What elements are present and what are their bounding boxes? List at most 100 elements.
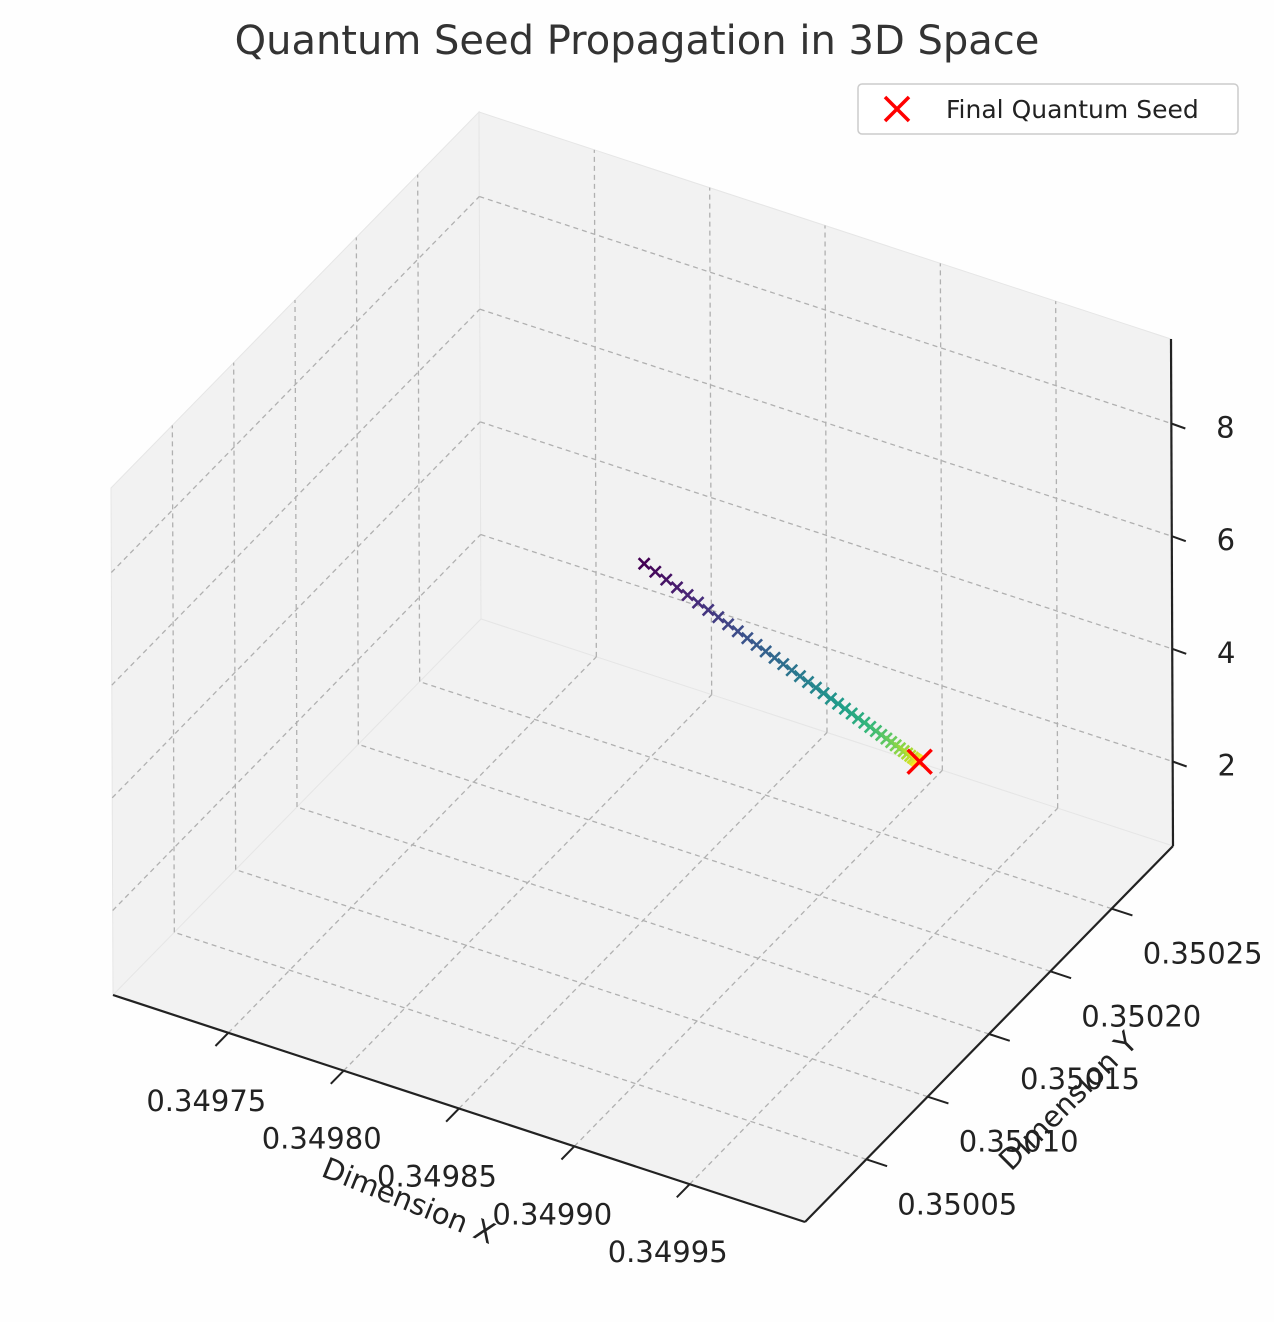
- trajectory-point-22-b: [838, 702, 852, 716]
- trajectory-point-14: [776, 657, 790, 671]
- trajectory-point-5: [691, 596, 705, 609]
- legend-label-final-seed: Final Quantum Seed: [946, 95, 1199, 124]
- trajectory-point-5-b: [691, 596, 705, 609]
- trajectory-point-16-b: [793, 669, 807, 683]
- x-tick-label-2: 0.34985: [377, 1160, 497, 1194]
- floor-grid-y-2: [296, 806, 990, 1035]
- back-grid-x-1: [709, 187, 713, 695]
- trajectory-point-1-b: [648, 565, 662, 579]
- back-grid-z-1: [480, 421, 1173, 650]
- trajectory-point-18: [809, 681, 823, 695]
- z-tick-label-2: 6: [1217, 523, 1235, 557]
- trajectory-point-22: [838, 702, 852, 716]
- x-tick-mark-1: [330, 1069, 345, 1085]
- left-grid-z-3: [110, 196, 480, 573]
- trajectory-point-2-b: [659, 573, 673, 587]
- trajectory-point-8: [721, 617, 735, 631]
- y-tick-mark-0: [866, 1158, 888, 1168]
- trajectory-point-21: [831, 697, 845, 711]
- legend-x-b: [883, 95, 911, 123]
- legend-marker-final-seed: [883, 95, 911, 123]
- trajectory-point-0-b: [637, 557, 651, 571]
- y-tick-label-1: 0.35010: [959, 1125, 1079, 1159]
- floor-grid-y-3: [358, 743, 1051, 972]
- trajectory-point-16: [793, 669, 807, 683]
- y-tick-mark-4: [1111, 907, 1133, 917]
- left-grid-y-4: [417, 174, 421, 682]
- x-tick-label-4: 0.34995: [608, 1235, 728, 1269]
- floor-grid-y-0: [174, 931, 867, 1160]
- x-tick-mark-0: [214, 1032, 230, 1047]
- back-grid-z-0: [480, 533, 1173, 763]
- floor-grid-y-1: [235, 869, 928, 1098]
- z-tick-mark-2: [1171, 535, 1187, 543]
- y-tick-mark-1: [927, 1095, 949, 1105]
- left-grid-z-2: [111, 308, 481, 686]
- trajectory-point-21-b: [831, 697, 845, 711]
- final-quantum-seed-marker-b: [906, 748, 933, 775]
- trajectory-point-11-b: [750, 638, 763, 652]
- y-tick-label-4: 0.35025: [1143, 937, 1263, 971]
- trajectory-point-4-b: [681, 588, 695, 602]
- trajectory-point-9: [731, 624, 745, 638]
- trajectory-point-17-b: [801, 675, 815, 689]
- floor-grid-x-1: [343, 694, 713, 1072]
- trajectory-point-6: [701, 603, 715, 617]
- z-tick-mark-3: [1170, 422, 1186, 430]
- trajectory-point-19: [817, 686, 830, 700]
- trajectory-point-13-b: [768, 651, 781, 665]
- trajectory-point-6-b: [701, 603, 715, 617]
- trajectory-point-14-b: [776, 657, 790, 671]
- y-tick-mark-3: [1050, 970, 1072, 980]
- trajectory-point-3-b: [670, 580, 684, 594]
- trajectory-point-12: [759, 645, 773, 658]
- trajectory-point-13: [768, 651, 781, 665]
- grid-lines: [110, 149, 1173, 1185]
- trajectory-point-7-b: [711, 610, 725, 624]
- z-tick-mark-1: [1171, 647, 1187, 655]
- trajectory-point-7: [711, 610, 725, 624]
- y-tick-mark-2: [988, 1033, 1011, 1042]
- chart-title: Quantum Seed Propagation in 3D Space: [235, 18, 1040, 64]
- floor-grid-x-3: [573, 769, 943, 1147]
- trajectory-point-15-b: [785, 663, 799, 677]
- trajectory-point-18-b: [809, 681, 823, 695]
- trajectory-point-0: [637, 557, 651, 571]
- trajectory-point-11: [750, 638, 763, 652]
- back-grid-z-2: [479, 308, 1172, 537]
- x-tick-mark-2: [445, 1107, 460, 1123]
- trajectory-point-15: [785, 663, 799, 677]
- y-tick-label-2: 0.35015: [1020, 1062, 1140, 1096]
- left-grid-y-0: [171, 425, 175, 933]
- trajectory-point-20-b: [824, 692, 838, 705]
- trajectory-point-9-b: [731, 624, 745, 638]
- trajectory-point-3: [670, 580, 684, 594]
- left-grid-y-3: [355, 237, 359, 745]
- y-tick-label-0: 0.35005: [897, 1187, 1017, 1221]
- legend: Final Quantum Seed: [857, 83, 1239, 135]
- trajectory-point-8-b: [721, 617, 735, 631]
- trajectory-point-1: [648, 565, 662, 579]
- z-tick-label-0: 2: [1217, 749, 1235, 783]
- trajectory-point-12-b: [759, 645, 773, 658]
- trajectory-point-10-b: [740, 631, 754, 645]
- x-tick-label-0: 0.34975: [146, 1084, 266, 1118]
- trajectory-point-4: [681, 588, 695, 602]
- back-grid-z-3: [479, 195, 1172, 425]
- x-tick-label-1: 0.34980: [262, 1122, 382, 1156]
- back-grid-x-3: [939, 263, 943, 771]
- z-tick-label-1: 4: [1217, 636, 1235, 670]
- trajectory-point-10: [740, 631, 754, 645]
- trajectory-point-2: [659, 573, 673, 587]
- final-quantum-seed-marker: [906, 748, 933, 775]
- x-tick-mark-4: [676, 1183, 691, 1199]
- trajectory-point-23-b: [845, 707, 859, 720]
- trajectory-point-17: [801, 675, 815, 689]
- z-tick-mark-0: [1172, 760, 1188, 768]
- trajectory-point-20: [824, 692, 838, 705]
- trajectory-point-19-b: [817, 686, 830, 700]
- y-tick-label-3: 0.35020: [1081, 999, 1201, 1033]
- z-tick-label-3: 8: [1216, 411, 1234, 445]
